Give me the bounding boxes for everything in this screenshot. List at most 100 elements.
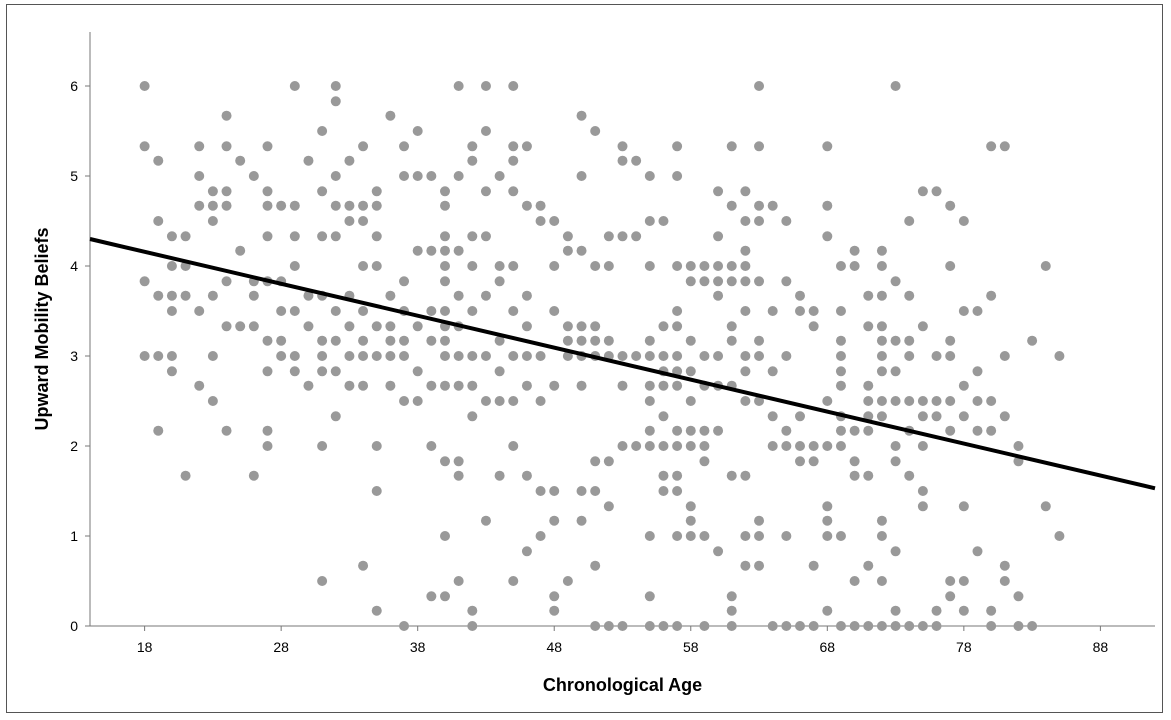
- data-point: [385, 351, 396, 361]
- data-point: [672, 261, 683, 271]
- data-point: [440, 261, 450, 271]
- data-point: [262, 441, 273, 451]
- data-point: [194, 306, 205, 316]
- data-point: [440, 231, 450, 242]
- data-point: [289, 200, 300, 211]
- data-point: [972, 546, 983, 557]
- data-point: [521, 470, 532, 481]
- data-point: [863, 396, 874, 406]
- data-point: [330, 81, 341, 91]
- data-point: [754, 216, 765, 226]
- data-point: [822, 531, 833, 541]
- data-point: [535, 351, 546, 361]
- data-point: [289, 81, 300, 91]
- data-point: [972, 306, 983, 316]
- data-point: [658, 380, 669, 391]
- data-point: [822, 231, 833, 242]
- data-point: [781, 425, 792, 436]
- data-point: [658, 351, 669, 361]
- data-point: [699, 261, 710, 271]
- data-point: [685, 261, 696, 271]
- data-point: [740, 560, 751, 571]
- data-point: [317, 441, 328, 451]
- data-point: [194, 380, 205, 391]
- data-point: [371, 321, 382, 332]
- data-point: [754, 141, 765, 152]
- data-point: [440, 276, 450, 287]
- data-point: [685, 425, 696, 436]
- data-point: [590, 126, 601, 136]
- data-point: [699, 456, 710, 467]
- data-point: [453, 245, 464, 256]
- data-point: [617, 231, 628, 242]
- data-point: [576, 335, 587, 346]
- data-point: [480, 515, 491, 526]
- data-point: [453, 576, 464, 586]
- data-point: [440, 456, 450, 467]
- data-point: [685, 276, 696, 287]
- data-point: [767, 441, 778, 451]
- data-point: [876, 515, 887, 526]
- data-point: [399, 171, 410, 181]
- data-point: [358, 141, 369, 152]
- data-point: [440, 200, 450, 211]
- data-point: [344, 351, 355, 361]
- data-point: [754, 351, 765, 361]
- data-point: [508, 81, 519, 91]
- data-point: [330, 200, 341, 211]
- data-point: [876, 366, 887, 377]
- data-point: [822, 200, 833, 211]
- y-axis-title: Upward Mobility Beliefs: [32, 227, 52, 430]
- data-point: [139, 81, 150, 91]
- data-point: [890, 621, 901, 631]
- data-point: [754, 335, 765, 346]
- x-tick-label: 78: [956, 639, 972, 655]
- data-point: [248, 290, 259, 301]
- data-point: [194, 200, 205, 211]
- data-point: [371, 486, 382, 496]
- data-point: [740, 306, 751, 316]
- data-point: [808, 441, 819, 451]
- data-point: [958, 411, 969, 422]
- data-point: [207, 216, 218, 226]
- data-point: [726, 621, 737, 631]
- data-point: [508, 396, 519, 406]
- data-point: [235, 245, 246, 256]
- data-point: [385, 335, 396, 346]
- data-point: [276, 200, 287, 211]
- data-point: [221, 276, 232, 287]
- data-point: [590, 621, 601, 631]
- data-point: [562, 576, 573, 586]
- data-point: [672, 306, 683, 316]
- data-point: [713, 276, 724, 287]
- data-point: [849, 261, 860, 271]
- data-point: [1040, 501, 1051, 512]
- data-point: [1054, 351, 1065, 361]
- data-point: [399, 351, 410, 361]
- data-point: [330, 411, 341, 422]
- data-point: [467, 351, 478, 361]
- data-point: [385, 290, 396, 301]
- data-point: [835, 621, 846, 631]
- data-point: [221, 425, 232, 436]
- data-point: [822, 441, 833, 451]
- data-point: [166, 306, 177, 316]
- data-point: [248, 321, 259, 332]
- data-point: [139, 351, 150, 361]
- data-point: [781, 216, 792, 226]
- data-point: [781, 621, 792, 631]
- data-point: [740, 531, 751, 541]
- data-point: [876, 411, 887, 422]
- data-point: [849, 621, 860, 631]
- data-point: [467, 141, 478, 152]
- data-point: [617, 621, 628, 631]
- data-point: [412, 396, 423, 406]
- data-point: [521, 290, 532, 301]
- data-point: [754, 81, 765, 91]
- data-point: [699, 621, 710, 631]
- data-point: [1013, 441, 1024, 451]
- data-point: [986, 290, 997, 301]
- data-point: [153, 351, 164, 361]
- data-point: [549, 486, 560, 496]
- data-point: [672, 441, 683, 451]
